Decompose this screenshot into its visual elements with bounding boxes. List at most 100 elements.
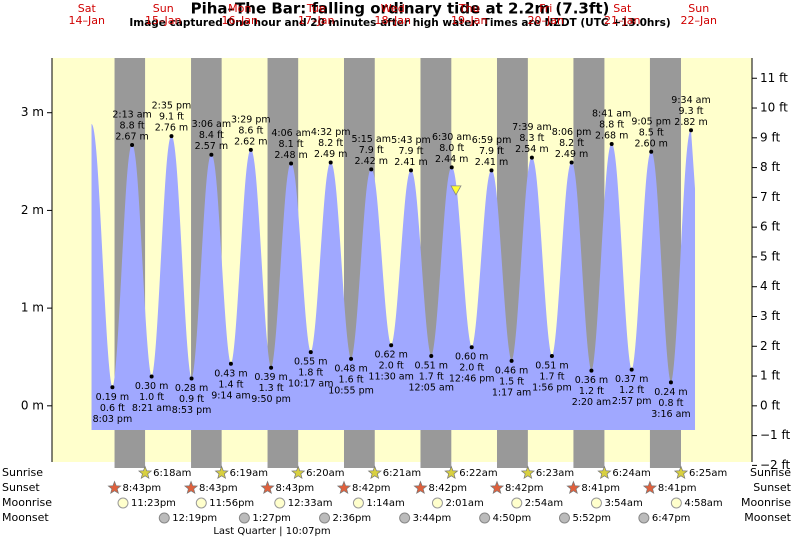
moonrise-time: 4:58am bbox=[684, 498, 722, 509]
time-label: 7:39 am bbox=[512, 122, 551, 133]
y2-tick-label: 9 ft bbox=[760, 130, 780, 144]
y2-tick-label: 10 ft bbox=[760, 101, 788, 115]
metre-label: 2.57 m bbox=[195, 141, 228, 152]
moonset-icon bbox=[319, 512, 331, 524]
time-label: 12:05 am bbox=[409, 382, 454, 393]
y2-tick-label: −1 ft bbox=[760, 428, 791, 442]
sunset-time: 8:42pm bbox=[352, 483, 391, 494]
metre-label: 2.82 m bbox=[674, 117, 707, 128]
sunrise-icon bbox=[137, 465, 153, 480]
tide-curve bbox=[91, 123, 692, 388]
feet-label: 7.9 ft bbox=[398, 146, 423, 157]
metre-label: 2.44 m bbox=[435, 154, 468, 165]
feet-label: 7.9 ft bbox=[479, 146, 504, 157]
day-date: 20–Jan bbox=[528, 14, 564, 27]
moonset-icon bbox=[638, 512, 650, 524]
feet-label: 8.4 ft bbox=[199, 130, 224, 141]
time-label: 2:13 am bbox=[112, 109, 151, 120]
feet-label: 0.6 ft bbox=[100, 403, 125, 414]
time-label: 3:06 am bbox=[192, 119, 231, 130]
feet-label: 8.0 ft bbox=[439, 143, 464, 154]
extreme-point bbox=[529, 155, 534, 160]
moonrise-icon bbox=[195, 497, 207, 509]
metre-label: 2.54 m bbox=[515, 144, 548, 155]
moonrise-icon bbox=[117, 497, 129, 509]
extreme-point bbox=[389, 343, 394, 348]
moonset-icon bbox=[479, 512, 491, 524]
extreme-point bbox=[169, 134, 174, 139]
day-name: Fri bbox=[539, 2, 552, 15]
metre-label: 2.41 m bbox=[394, 157, 427, 168]
extreme-point bbox=[569, 160, 574, 165]
moonrise-time: 2:01am bbox=[445, 498, 483, 509]
moonset-icon bbox=[558, 512, 570, 524]
day-name: Sun bbox=[153, 2, 174, 15]
sunset-time: 8:42pm bbox=[505, 483, 544, 494]
feet-label: 7.9 ft bbox=[359, 145, 384, 156]
metre-label: 0.62 m bbox=[374, 350, 407, 361]
moonset-time: 6:47pm bbox=[652, 513, 691, 524]
y-tick-label: 0 m bbox=[21, 398, 44, 412]
metre-label: 0.51 m bbox=[415, 360, 448, 371]
extreme-point bbox=[328, 160, 333, 165]
metre-label: 0.46 m bbox=[495, 365, 528, 376]
feet-label: 8.3 ft bbox=[519, 133, 544, 144]
metre-label: 0.48 m bbox=[334, 363, 367, 374]
time-label: 3:29 pm bbox=[231, 114, 271, 125]
sunrise-time: 6:20am bbox=[306, 468, 344, 479]
extreme-point bbox=[228, 361, 233, 366]
sunset-time: 8:43pm bbox=[199, 483, 238, 494]
time-label: 1:56 pm bbox=[532, 382, 572, 393]
extreme-point bbox=[469, 345, 474, 350]
feet-label: 1.6 ft bbox=[339, 374, 364, 385]
extreme-point bbox=[308, 350, 313, 355]
metre-label: 2.68 m bbox=[595, 130, 628, 141]
time-label: 3:16 am bbox=[651, 409, 690, 420]
extreme-point bbox=[429, 353, 434, 358]
metre-label: 0.28 m bbox=[175, 383, 208, 394]
metre-label: 0.30 m bbox=[135, 381, 168, 392]
time-label: 8:41 am bbox=[592, 108, 631, 119]
feet-label: 1.2 ft bbox=[619, 385, 644, 396]
chart-subtitle: Image captured One hour and 20 minutes a… bbox=[129, 17, 670, 29]
sunrise-time: 6:24am bbox=[612, 468, 650, 479]
sunset-icon bbox=[336, 480, 352, 495]
y2-tick-label: 11 ft bbox=[760, 71, 788, 85]
sunset-icon bbox=[183, 480, 199, 495]
row-label: Moonset bbox=[744, 511, 791, 524]
time-label: 9:05 pm bbox=[631, 116, 671, 127]
feet-label: 8.2 ft bbox=[559, 138, 584, 149]
moonset-time: 1:27pm bbox=[252, 513, 291, 524]
day-date: 21–Jan bbox=[604, 14, 640, 27]
y2-tick-label: 7 ft bbox=[760, 190, 780, 204]
time-label: 6:59 pm bbox=[472, 135, 512, 146]
moonrise-icon bbox=[431, 497, 443, 509]
sunrise-icon bbox=[520, 465, 535, 480]
sunrise-icon bbox=[291, 465, 306, 480]
metre-label: 2.67 m bbox=[115, 131, 148, 142]
feet-label: 1.5 ft bbox=[499, 376, 524, 387]
day-name: Sat bbox=[613, 2, 632, 15]
y2-tick-label: 2 ft bbox=[760, 339, 780, 353]
metre-label: 2.60 m bbox=[634, 138, 667, 149]
extreme-point bbox=[209, 152, 214, 157]
time-label: 11:30 am bbox=[368, 372, 413, 383]
extreme-point bbox=[110, 385, 115, 390]
time-label: 8:03 pm bbox=[93, 414, 133, 425]
moonrise-icon bbox=[590, 497, 602, 509]
feet-label: 9.3 ft bbox=[679, 106, 704, 117]
metre-label: 0.24 m bbox=[654, 387, 687, 398]
y-tick-label: 2 m bbox=[21, 203, 44, 217]
time-label: 2:57 pm bbox=[612, 396, 652, 407]
sunrise-time: 6:18am bbox=[153, 468, 191, 479]
row-label: Sunset bbox=[2, 481, 40, 494]
extreme-point bbox=[649, 149, 654, 154]
day-name: Thu bbox=[458, 2, 480, 15]
time-label: 10:17 am bbox=[288, 379, 333, 390]
feet-label: 1.7 ft bbox=[539, 371, 564, 382]
y-tick-label: 3 m bbox=[21, 105, 44, 119]
moonset-time: 2:36pm bbox=[333, 513, 372, 524]
feet-label: 1.8 ft bbox=[298, 368, 323, 379]
extreme-point bbox=[369, 167, 374, 172]
